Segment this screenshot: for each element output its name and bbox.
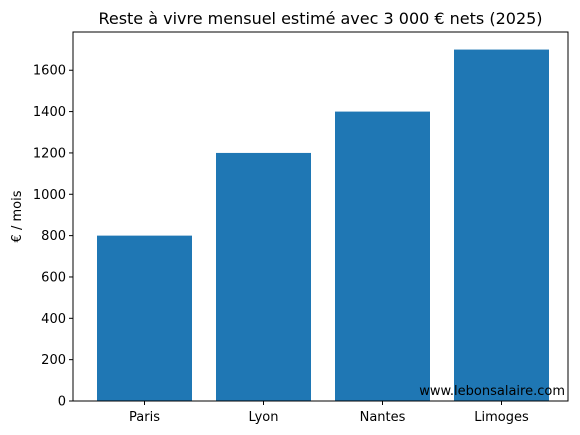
bar-limoges: [454, 49, 549, 401]
chart-title: Reste à vivre mensuel estimé avec 3 000 …: [98, 9, 542, 28]
y-tick-label: 1200: [33, 146, 66, 161]
x-tick-label: Lyon: [249, 410, 279, 425]
y-axis: 0 200 400 600 800 1000 1200 1400 1600: [33, 64, 73, 410]
y-tick-label: 200: [41, 353, 66, 368]
y-tick-label: 1400: [33, 105, 66, 120]
x-tick-label: Paris: [129, 410, 160, 425]
y-tick-label: 1600: [33, 64, 66, 79]
x-axis: Paris Lyon Nantes Limoges: [129, 401, 529, 425]
plot-frame: [72, 31, 569, 402]
x-tick-label: Nantes: [360, 410, 406, 425]
y-axis-label: € / mois: [10, 190, 25, 242]
y-tick-label: 1000: [33, 188, 66, 203]
bar-paris: [97, 235, 192, 401]
watermark-annotation: www.lebonsalaire.com: [419, 384, 565, 399]
x-tick-label: Limoges: [474, 410, 529, 425]
y-tick-label: 600: [41, 270, 66, 285]
y-tick-label: 400: [41, 312, 66, 327]
y-tick-label: 0: [58, 395, 66, 410]
y-tick-label: 800: [41, 229, 66, 244]
bars-group: [97, 49, 549, 402]
bar-nantes: [335, 111, 430, 402]
bar-lyon: [216, 152, 311, 401]
